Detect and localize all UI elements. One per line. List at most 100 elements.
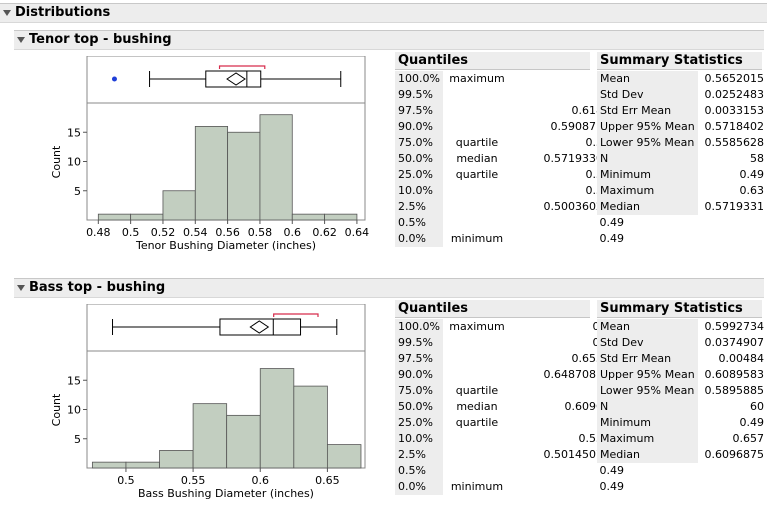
x-tick-label: 0.58 [248, 226, 273, 239]
summary-statistics-title[interactable]: Summary Statistics [597, 300, 762, 318]
summary-value: 0.6089583 [704, 368, 765, 381]
summary-label: Std Dev [597, 87, 698, 103]
quantile-value: 0.49 [599, 464, 624, 477]
summary-value: 0.5719331 [704, 200, 765, 213]
summary-statistics-title[interactable]: Summary Statistics [597, 52, 762, 70]
mean-diamond [249, 320, 270, 334]
y-tick-label: 10 [67, 404, 81, 417]
quantile-percent: 75.0% [395, 135, 443, 151]
histogram-bar [291, 213, 325, 221]
summary-label: Mean [597, 319, 698, 335]
quantiles-title[interactable]: Quantiles [395, 300, 590, 318]
quantile-label: quartile [455, 168, 499, 181]
outlier-point [111, 76, 117, 82]
histogram-bar [162, 190, 196, 221]
box-iqr [205, 70, 262, 88]
x-tick-label: 0.5 [117, 474, 135, 487]
summary-label: Maximum [597, 183, 698, 199]
summary-label: Std Dev [597, 335, 698, 351]
histogram-bar [324, 213, 358, 221]
shortest-half-bracket [273, 313, 319, 317]
histogram[interactable] [91, 368, 362, 469]
histogram-bar [194, 126, 229, 221]
distribution-plot-bass[interactable]: 5 10 15 0.5 0.55 0.6 0.65 Count Bass Bushing … [40, 304, 370, 504]
histogram-bar [97, 213, 132, 221]
quantile-percent: 90.0% [395, 119, 443, 135]
summary-label: Median [597, 199, 698, 215]
y-tick-label: 10 [67, 156, 81, 169]
quantile-row: 25.0%quartile0.57 [395, 415, 627, 431]
summary-value: 60 [750, 400, 764, 413]
summary-row: Std Err Mean 0.00484 [597, 351, 767, 367]
section-header-tenor[interactable]: Tenor top - bushing [14, 30, 764, 50]
quantile-value: 0.49 [599, 232, 624, 245]
quantile-percent: 25.0% [395, 167, 443, 183]
summary-row: Maximum 0.657 [597, 431, 767, 447]
quantile-label: median [456, 152, 498, 165]
histogram-bar [326, 444, 362, 469]
quantile-label [443, 103, 511, 119]
quantile-label [443, 183, 511, 199]
summary-value: 0.00484 [718, 352, 765, 365]
quantile-row: 0.0% minimum 0.49 [395, 231, 627, 247]
quantiles-title[interactable]: Quantiles [395, 52, 590, 70]
disclosure-triangle-icon[interactable] [3, 9, 11, 16]
quantile-label: quartile [455, 136, 499, 149]
quantile-percent: 99.5% [395, 335, 443, 351]
histogram-bar [91, 461, 127, 469]
summary-label: N [597, 151, 698, 167]
quantile-label [443, 215, 511, 231]
summary-value: 0.0252483 [704, 88, 765, 101]
summary-value: 0.5652015 [704, 72, 765, 85]
summary-label: Std Err Mean [597, 351, 698, 367]
x-tick-label: 0.6 [284, 226, 302, 239]
quantile-label [443, 87, 511, 103]
x-axis: 0.48 0.5 0.52 0.54 0.56 0.58 0.6 0.62 0.64 [86, 220, 369, 239]
disclosure-triangle-icon[interactable] [17, 284, 25, 291]
quantile-percent: 99.5% [395, 87, 443, 103]
quantile-label: minimum [450, 480, 504, 493]
summary-label: Maximum [597, 431, 698, 447]
quantile-label [443, 367, 511, 383]
outlier-box-plot[interactable] [112, 313, 338, 336]
quantile-row: 0.5% 0.49 [395, 463, 627, 479]
y-axis: 5 10 15 [67, 374, 87, 446]
distributions-header[interactable]: Distributions [0, 3, 767, 23]
histogram-bar [293, 385, 328, 469]
summary-row: Std Dev 0.0252483 [597, 87, 767, 103]
summary-row: Minimum 0.49 [597, 167, 767, 183]
box-iqr [219, 318, 302, 336]
distribution-plot-tenor[interactable]: 5 10 15 0.48 0.5 0.52 0.54 0.56 0.58 0.6 0.62 0.64… [40, 56, 370, 256]
histogram-bar [259, 114, 293, 221]
summary-label: Minimum [597, 167, 698, 183]
disclosure-triangle-icon[interactable] [17, 36, 25, 43]
quantile-percent: 0.5% [395, 215, 443, 231]
summary-row: Minimum 0.49 [597, 415, 767, 431]
quantile-percent: 10.0% [395, 431, 443, 447]
y-tick-label: 5 [74, 185, 81, 198]
histogram-bar [125, 461, 160, 469]
quantile-percent: 2.5% [395, 447, 443, 463]
quantile-row: 25.0%quartile0.5465 [395, 167, 627, 183]
summary-row: Lower 95% Mean 0.5585628 [597, 135, 767, 151]
shortest-half-bracket [218, 65, 266, 69]
summary-value: 0.0374907 [704, 336, 765, 349]
quantile-row: 99.5%0.657 [395, 335, 627, 351]
summary-label: Minimum [597, 415, 698, 431]
summary-row: N 60 [597, 399, 767, 415]
summary-row: Median 0.6096875 [597, 447, 767, 463]
histogram-bar [227, 131, 261, 221]
quantile-row: 2.5% 0.5003602362 [395, 199, 627, 215]
x-tick-label: 0.54 [183, 226, 208, 239]
summary-value: 0.5895885 [704, 384, 765, 397]
x-axis: 0.5 0.55 0.6 0.65 [117, 468, 340, 487]
quantile-row: 90.0% 0.6487081693 [395, 367, 627, 383]
summary-row: Std Dev 0.0374907 [597, 335, 767, 351]
quantile-percent: 0.5% [395, 463, 443, 479]
section-header-bass[interactable]: Bass top - bushing [14, 278, 764, 298]
quantile-percent: 90.0% [395, 367, 443, 383]
histogram[interactable] [97, 114, 358, 221]
outlier-box-plot[interactable] [111, 65, 342, 88]
summary-value: 0.49 [739, 168, 765, 181]
quantile-row: 50.0% median 0.6096875 [395, 399, 627, 415]
